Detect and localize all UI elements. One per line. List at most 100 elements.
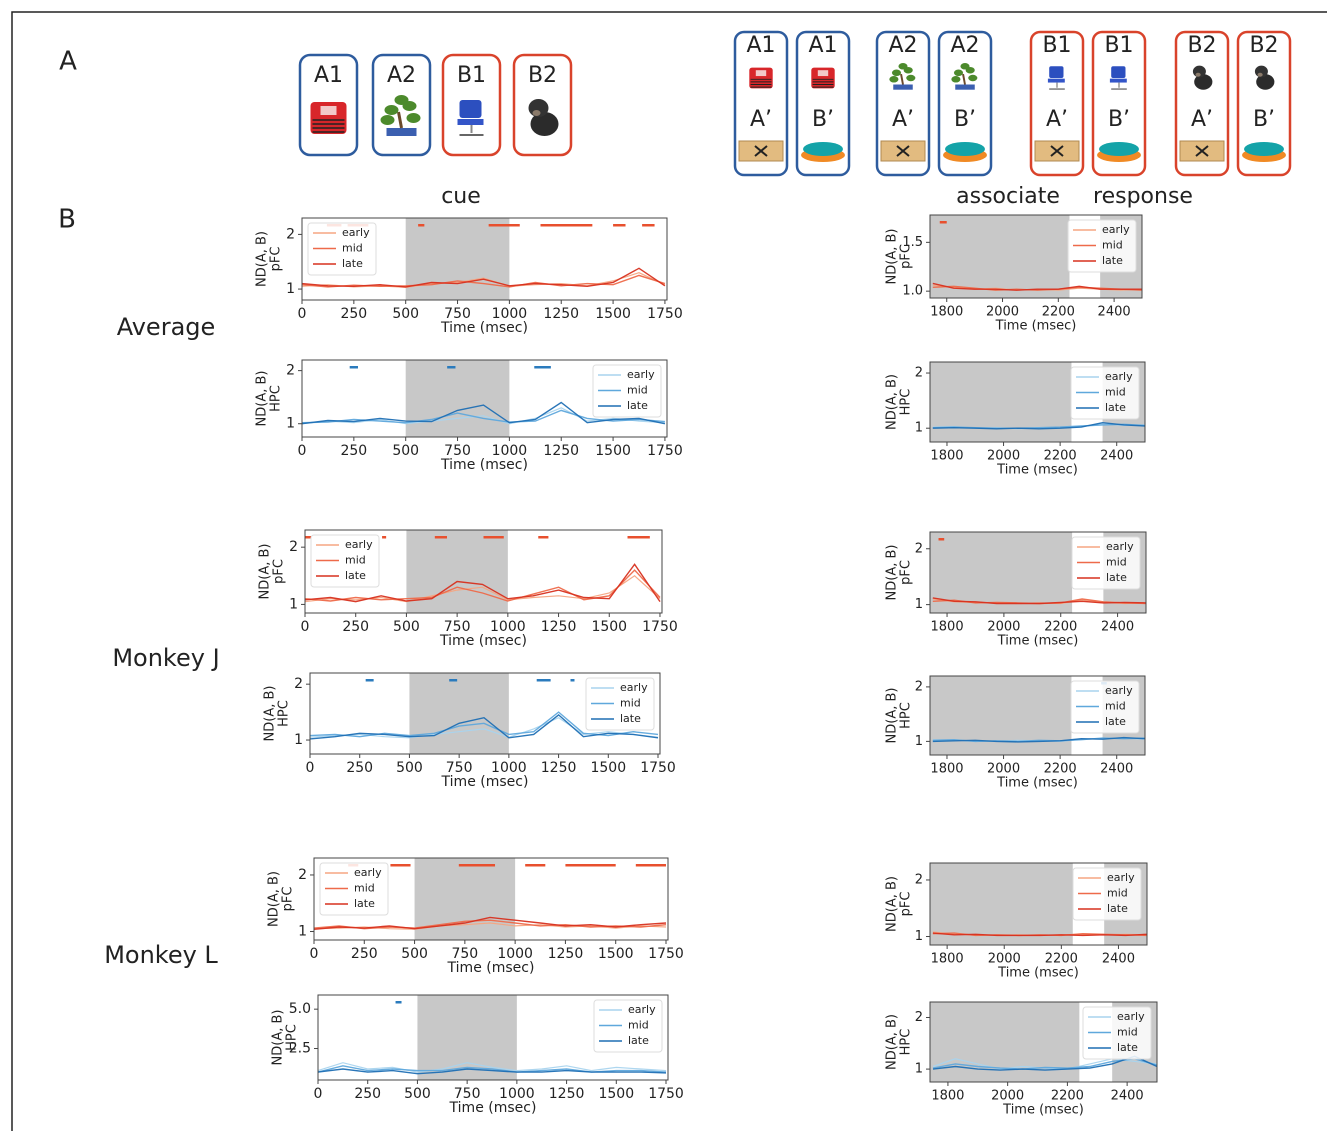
x-axis-label: Time (msec) — [440, 320, 528, 336]
legend-label: mid — [1106, 556, 1127, 569]
x-axis-label: Time (msec) — [995, 319, 1077, 334]
target-label: B’ — [1253, 107, 1275, 132]
legend-label: early — [342, 226, 370, 239]
shaded-period — [406, 218, 510, 300]
x-tick-label: 250 — [354, 1086, 381, 1102]
x-tick-label: 2000 — [986, 305, 1019, 320]
x-tick-label: 1750 — [642, 619, 678, 635]
x-tick-label: 1250 — [548, 946, 584, 962]
x-axis-label: Time (msec) — [997, 966, 1079, 981]
row-label: Average — [117, 313, 216, 341]
significance-bar — [489, 224, 520, 227]
icon — [381, 115, 395, 125]
panel-letter: B — [58, 205, 76, 235]
x-tick-label: 2200 — [1051, 1089, 1084, 1104]
legend-label: late — [354, 897, 375, 910]
icon — [893, 85, 913, 90]
legend-label: late — [627, 399, 648, 412]
icon — [1196, 73, 1201, 77]
stimulus-label: A2 — [387, 63, 416, 88]
y-tick-label: 2 — [915, 541, 923, 556]
x-tick-label: 1750 — [640, 760, 676, 776]
significance-bar — [540, 224, 592, 227]
icon — [818, 70, 828, 76]
y-axis-label: ND(A, B) — [885, 688, 900, 744]
significance-bar — [538, 536, 548, 539]
legend-label: mid — [627, 384, 648, 397]
icon — [756, 70, 766, 76]
icon — [458, 119, 484, 125]
x-tick-label: 0 — [298, 443, 307, 459]
icon — [954, 70, 963, 77]
significance-bar — [613, 224, 625, 227]
legend-label: mid — [1117, 1026, 1138, 1039]
target-label: A’ — [892, 107, 914, 132]
column-title: associate — [956, 184, 1060, 209]
row-label: Monkey J — [112, 644, 219, 672]
panel-letter: A — [59, 47, 77, 77]
column-title: response — [1093, 184, 1193, 209]
significance-bar — [305, 536, 311, 539]
icon — [395, 95, 409, 105]
y-tick-label: 2 — [915, 679, 923, 694]
x-tick-label: 1500 — [595, 306, 631, 322]
x-tick-label: 2000 — [988, 952, 1021, 967]
significance-bar — [350, 366, 358, 369]
x-axis-label: Time (msec) — [997, 634, 1079, 649]
shaded-period — [930, 676, 1071, 755]
icon — [387, 128, 417, 136]
legend-label: late — [628, 1034, 649, 1047]
legend-label: late — [620, 712, 641, 725]
significance-bar — [447, 366, 455, 369]
y-tick-label: 2 — [915, 1010, 923, 1025]
cue-label: B1 — [1104, 33, 1133, 58]
icon — [1258, 73, 1263, 77]
x-tick-label: 2200 — [1042, 305, 1075, 320]
significance-bar — [940, 221, 947, 224]
x-axis-label: Time (msec) — [449, 1100, 537, 1116]
y-tick-label: 1 — [915, 929, 923, 944]
y-tick-label: 2 — [286, 226, 295, 242]
x-tick-label: 1800 — [930, 449, 963, 464]
y-axis-label: ND(A, B) — [885, 229, 900, 285]
y-tick-label: 1 — [294, 732, 303, 748]
x-tick-label: 1500 — [598, 1086, 634, 1102]
legend-label: mid — [342, 242, 363, 255]
x-tick-label: 1800 — [930, 762, 963, 777]
cue-label: A2 — [950, 33, 979, 58]
y-tick-label: 1 — [915, 421, 923, 436]
legend-label: late — [1102, 254, 1123, 267]
x-tick-label: 500 — [396, 760, 423, 776]
x-tick-label: 1500 — [598, 946, 634, 962]
shaded-period — [406, 530, 507, 613]
icon — [385, 105, 399, 115]
significance-bar — [571, 679, 575, 682]
stimulus-label: B1 — [457, 63, 486, 88]
legend-label: late — [1107, 902, 1128, 915]
significance-bar — [534, 366, 551, 369]
x-tick-label: 250 — [346, 760, 373, 776]
y-axis-label: HPC — [277, 700, 292, 727]
legend-label: late — [1106, 571, 1127, 584]
y-axis-label: ND(A, B) — [885, 876, 900, 932]
icon — [1099, 142, 1139, 156]
x-axis-label: Time (msec) — [440, 457, 528, 473]
x-tick-label: 2400 — [1098, 305, 1131, 320]
x-tick-label: 2000 — [987, 620, 1020, 635]
x-tick-label: 1250 — [549, 1086, 585, 1102]
figure: A B cue associate response Average Monke… — [0, 0, 1327, 1131]
y-axis-label: HPC — [285, 1024, 300, 1051]
y-axis-label: pFC — [899, 244, 914, 269]
significance-bar — [366, 679, 374, 682]
y-axis-label: ND(A, B) — [255, 231, 270, 287]
y-tick-label: 2 — [915, 872, 923, 887]
icon — [945, 142, 985, 156]
x-tick-label: 1800 — [931, 620, 964, 635]
x-tick-label: 2400 — [1100, 762, 1133, 777]
x-tick-label: 2400 — [1111, 1089, 1144, 1104]
x-tick-label: 500 — [392, 306, 419, 322]
icon — [955, 85, 975, 90]
x-tick-label: 2400 — [1101, 620, 1134, 635]
significance-bar — [484, 536, 504, 539]
legend-label: mid — [1107, 887, 1128, 900]
